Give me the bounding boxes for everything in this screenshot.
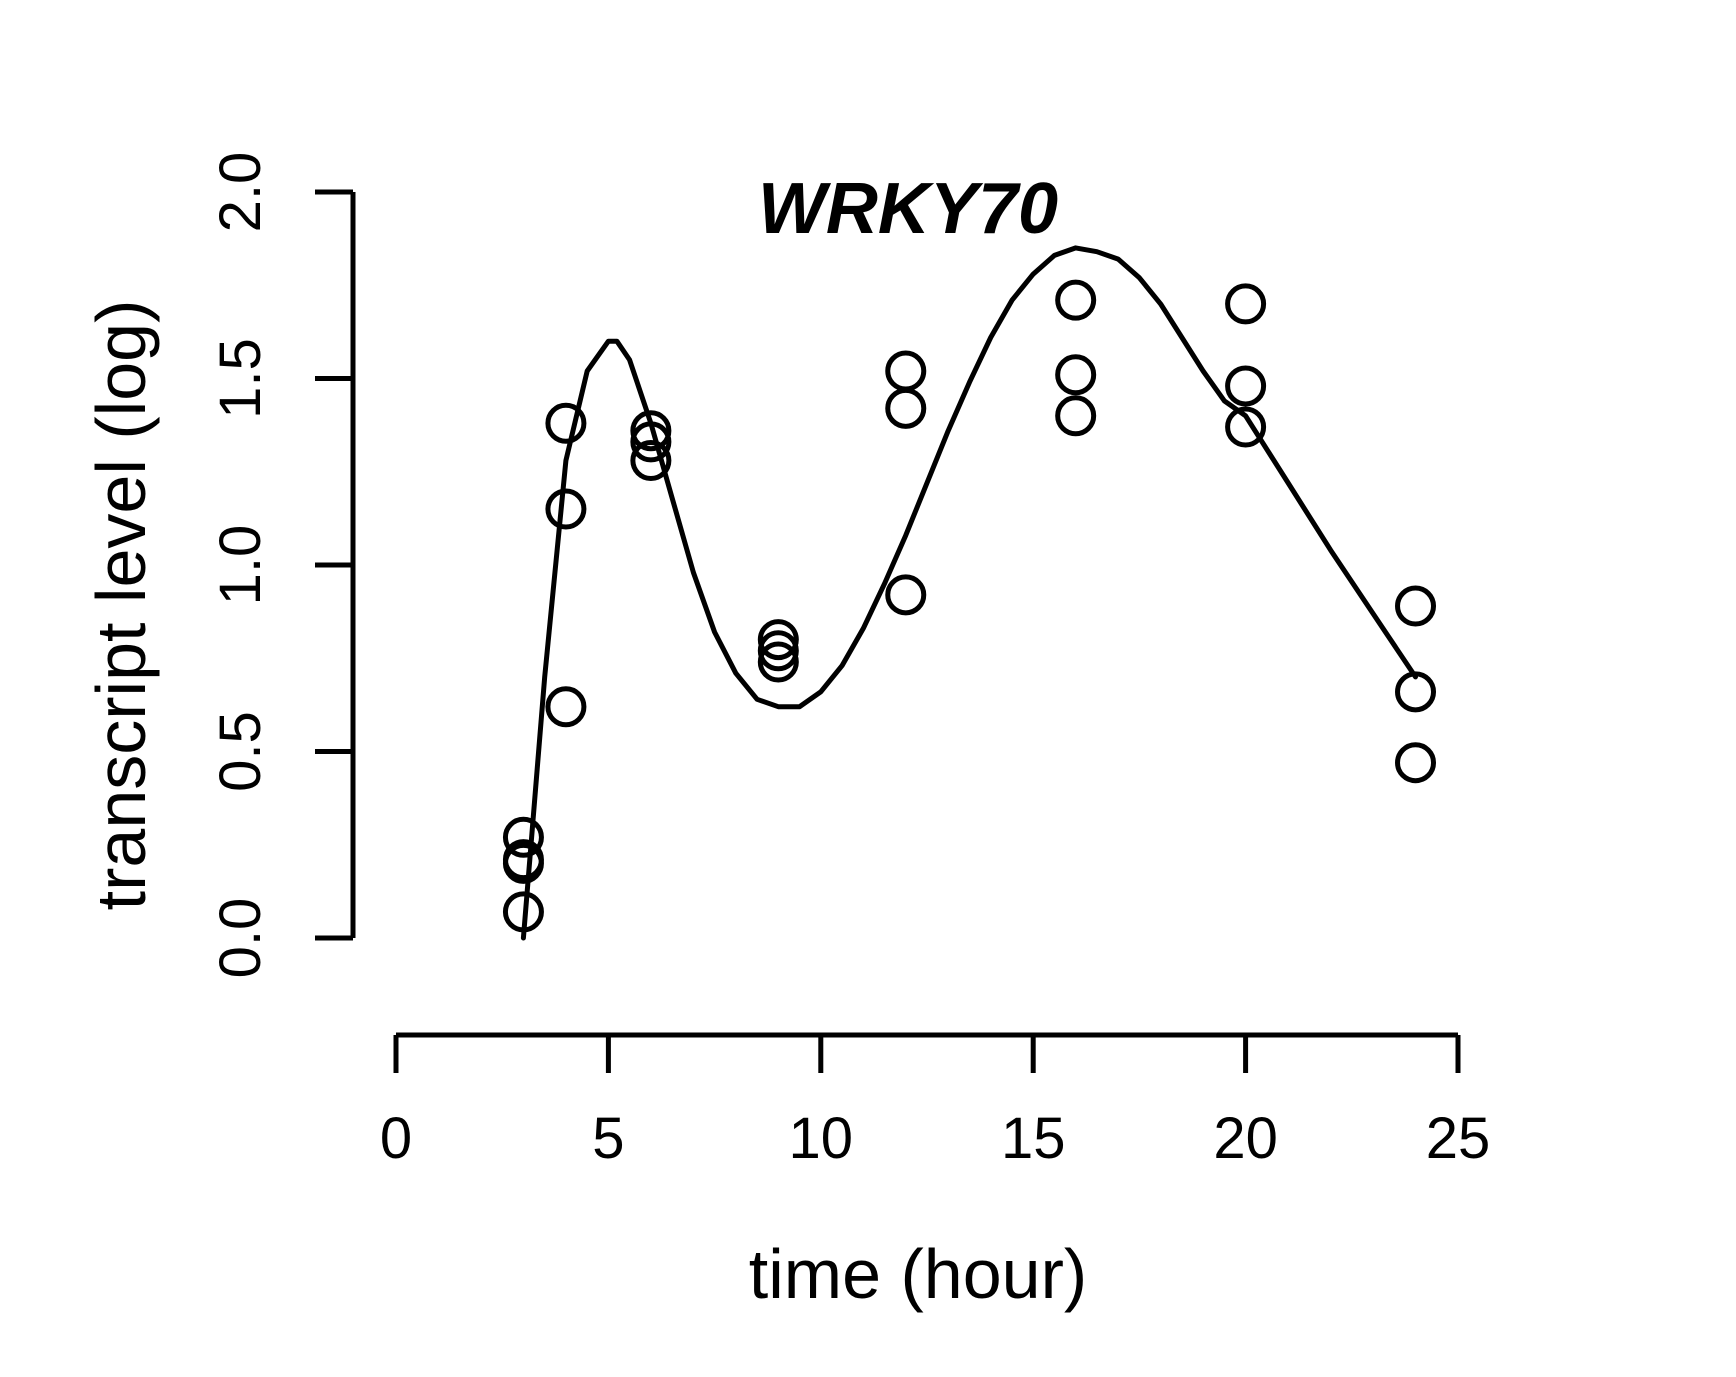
y-tick-label: 0.0 <box>208 898 273 979</box>
data-point <box>1055 354 1097 396</box>
data-point <box>885 574 927 616</box>
data-point <box>502 842 544 884</box>
data-point <box>1395 671 1437 713</box>
x-tick-label: 10 <box>789 1106 854 1171</box>
data-point <box>757 641 799 683</box>
data-point <box>1225 283 1267 325</box>
data-point <box>1055 395 1097 437</box>
data-point <box>1395 742 1437 784</box>
data-point <box>757 630 799 672</box>
data-point <box>1225 365 1267 407</box>
data-point <box>1055 279 1097 321</box>
data-point <box>885 350 927 392</box>
x-axis-title: time (hour) <box>749 1235 1087 1313</box>
data-point <box>630 421 672 463</box>
data-point <box>545 402 587 444</box>
y-axis: 0.0 0.5 1.0 1.5 2.0 <box>208 152 356 979</box>
x-tick-label: 15 <box>1001 1106 1066 1171</box>
data-point <box>757 619 799 661</box>
x-tick-label: 5 <box>592 1106 624 1171</box>
y-axis-title: transcript level (log) <box>82 300 160 911</box>
data-point <box>502 891 544 933</box>
data-points <box>502 279 1437 933</box>
x-tick-label: 20 <box>1213 1106 1278 1171</box>
y-tick-label: 1.5 <box>208 338 273 419</box>
fit-curve <box>520 245 1418 941</box>
data-point <box>630 410 672 452</box>
y-tick-label: 2.0 <box>208 152 273 233</box>
data-point <box>1395 585 1437 627</box>
y-tick-label: 0.5 <box>208 711 273 792</box>
data-point <box>630 440 672 482</box>
data-point <box>545 686 587 728</box>
chart-title: WRKY70 <box>758 169 1058 249</box>
x-tick-label: 25 <box>1426 1106 1491 1171</box>
data-point <box>545 488 587 530</box>
data-point <box>1225 406 1267 448</box>
x-axis: 0 5 10 15 20 25 <box>380 1032 1491 1171</box>
y-tick-label: 1.0 <box>208 525 273 606</box>
data-point <box>502 816 544 858</box>
x-tick-label: 0 <box>380 1106 412 1171</box>
data-point <box>885 387 927 429</box>
